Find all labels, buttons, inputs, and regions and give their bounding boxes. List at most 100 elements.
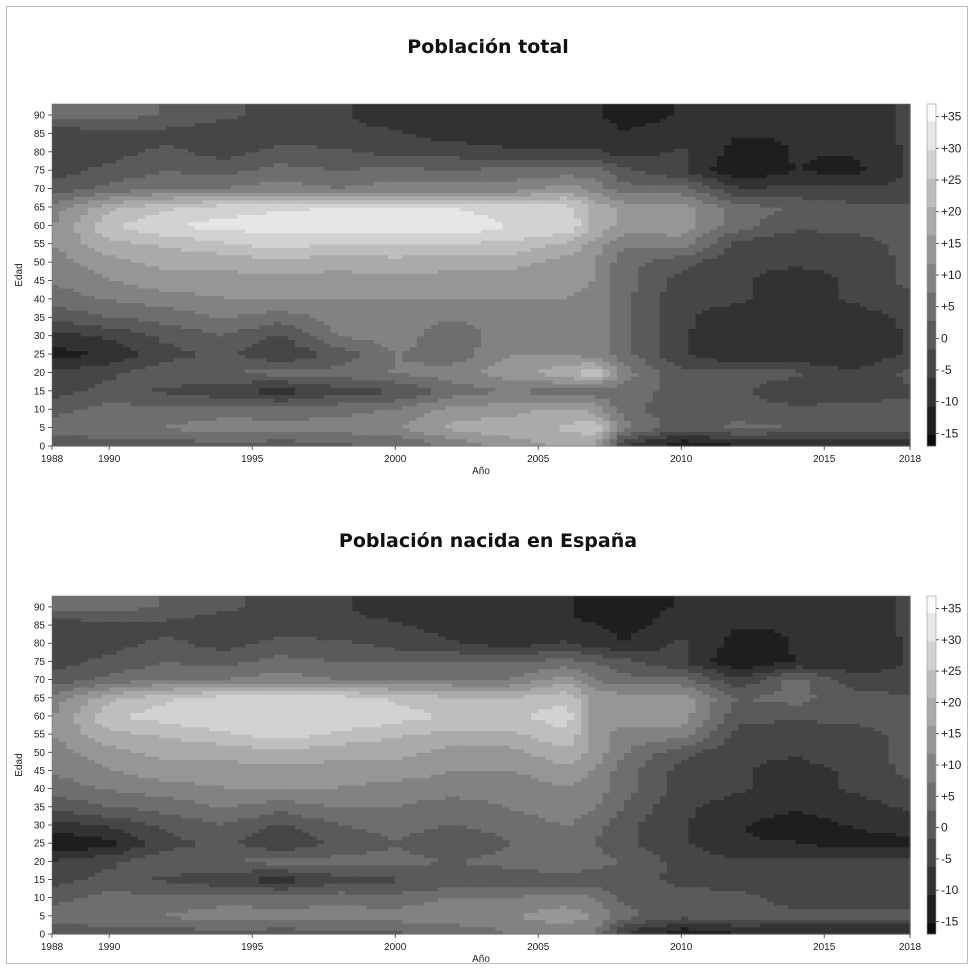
heatmap-cell bbox=[824, 376, 832, 381]
heatmap-cell bbox=[430, 379, 439, 385]
heatmap-cell bbox=[352, 295, 361, 300]
heatmap-cell bbox=[409, 383, 418, 388]
heatmap-cell bbox=[588, 346, 596, 351]
heatmap-cell bbox=[581, 372, 589, 377]
heatmap-cell bbox=[488, 346, 496, 351]
heatmap-cell bbox=[388, 309, 396, 315]
heatmap-cell bbox=[774, 383, 782, 388]
heatmap-cell bbox=[59, 365, 67, 370]
heatmap-cell bbox=[902, 434, 911, 440]
heatmap-cell bbox=[416, 401, 425, 407]
heatmap-cell bbox=[745, 376, 754, 381]
heatmap-cell bbox=[888, 427, 897, 432]
heatmap-cell bbox=[488, 405, 496, 410]
heatmap-cell bbox=[252, 401, 260, 407]
heatmap-cell bbox=[709, 416, 718, 421]
heatmap-cell bbox=[874, 320, 882, 326]
heatmap-cell bbox=[552, 438, 561, 443]
heatmap-cell bbox=[495, 298, 504, 304]
heatmap-cell bbox=[209, 317, 218, 322]
heatmap-cell bbox=[345, 365, 353, 370]
heatmap-cell bbox=[130, 332, 139, 337]
heatmap-cell bbox=[895, 376, 904, 381]
heatmap-cell bbox=[209, 335, 218, 340]
heatmap-cell bbox=[416, 442, 425, 447]
heatmap-cell bbox=[338, 405, 346, 410]
heatmap-cell bbox=[859, 368, 868, 374]
heatmap-cell bbox=[202, 401, 210, 407]
heatmap-cell bbox=[874, 309, 882, 315]
heatmap-cell bbox=[345, 412, 353, 418]
heatmap-cell bbox=[559, 401, 568, 407]
heatmap-cell bbox=[245, 383, 253, 388]
heatmap-cell bbox=[624, 401, 632, 407]
heatmap-cell bbox=[216, 306, 225, 311]
heatmap-cell bbox=[495, 398, 504, 403]
heatmap-cell bbox=[373, 298, 382, 304]
heatmap-cell bbox=[366, 306, 375, 311]
heatmap-cell bbox=[152, 412, 160, 418]
heatmap-cell bbox=[266, 438, 275, 443]
heatmap-cell bbox=[538, 442, 546, 447]
heatmap-cell bbox=[831, 420, 840, 425]
heatmap-cell bbox=[731, 398, 739, 403]
heatmap-cell bbox=[123, 354, 132, 359]
heatmap-cell bbox=[252, 320, 260, 326]
heatmap-cell bbox=[495, 309, 504, 315]
heatmap-cell bbox=[559, 291, 568, 296]
heatmap-cell bbox=[80, 291, 89, 296]
heatmap-cell bbox=[566, 434, 575, 440]
heatmap-cell bbox=[731, 328, 739, 333]
heatmap-cell bbox=[581, 365, 589, 370]
heatmap-cell bbox=[902, 442, 911, 447]
heatmap-cell bbox=[559, 365, 568, 370]
heatmap-cell bbox=[66, 394, 75, 399]
heatmap-cell bbox=[845, 431, 854, 436]
heatmap-cell bbox=[87, 295, 96, 300]
heatmap-cell bbox=[459, 372, 468, 377]
heatmap-cell bbox=[202, 420, 210, 425]
heatmap-cell bbox=[252, 405, 260, 410]
heatmap-cell bbox=[373, 394, 382, 399]
heatmap-cell bbox=[94, 332, 103, 337]
heatmap-cell bbox=[245, 324, 253, 329]
heatmap-cell bbox=[645, 309, 654, 315]
heatmap-cell bbox=[888, 361, 897, 366]
heatmap-cell bbox=[566, 438, 575, 443]
heatmap-cell bbox=[116, 427, 125, 432]
heatmap-cell bbox=[824, 379, 832, 385]
heatmap-cell bbox=[316, 390, 325, 396]
heatmap-cell bbox=[523, 427, 532, 432]
heatmap-cell bbox=[159, 343, 167, 348]
heatmap-cell bbox=[409, 295, 418, 300]
heatmap-cell bbox=[523, 420, 532, 425]
heatmap-cell bbox=[767, 365, 775, 370]
heatmap-cell bbox=[266, 383, 275, 388]
heatmap-cell bbox=[588, 357, 596, 363]
heatmap-cell bbox=[802, 328, 811, 333]
heatmap-cell bbox=[674, 390, 682, 396]
heatmap-cell bbox=[488, 442, 496, 447]
heatmap-cell bbox=[452, 298, 461, 304]
heatmap-cell bbox=[80, 357, 89, 363]
heatmap-cell bbox=[609, 434, 618, 440]
heatmap-cell bbox=[845, 442, 854, 447]
heatmap-cell bbox=[380, 309, 389, 315]
heatmap-cell bbox=[173, 405, 182, 410]
heatmap-cell bbox=[852, 442, 861, 447]
heatmap-cell bbox=[716, 346, 725, 351]
heatmap-cell bbox=[809, 442, 818, 447]
heatmap-cell bbox=[345, 416, 353, 421]
heatmap-cell bbox=[817, 398, 825, 403]
heatmap-cell bbox=[473, 368, 482, 374]
heatmap-cell bbox=[502, 409, 511, 414]
heatmap-cell bbox=[817, 320, 825, 326]
heatmap-cell bbox=[230, 368, 239, 374]
heatmap-cell bbox=[724, 420, 732, 425]
heatmap-cell bbox=[838, 431, 847, 436]
heatmap-cell bbox=[902, 416, 911, 421]
heatmap-cell bbox=[430, 343, 439, 348]
heatmap-cell bbox=[359, 431, 368, 436]
heatmap-cell bbox=[809, 390, 818, 396]
heatmap-cell bbox=[187, 343, 196, 348]
